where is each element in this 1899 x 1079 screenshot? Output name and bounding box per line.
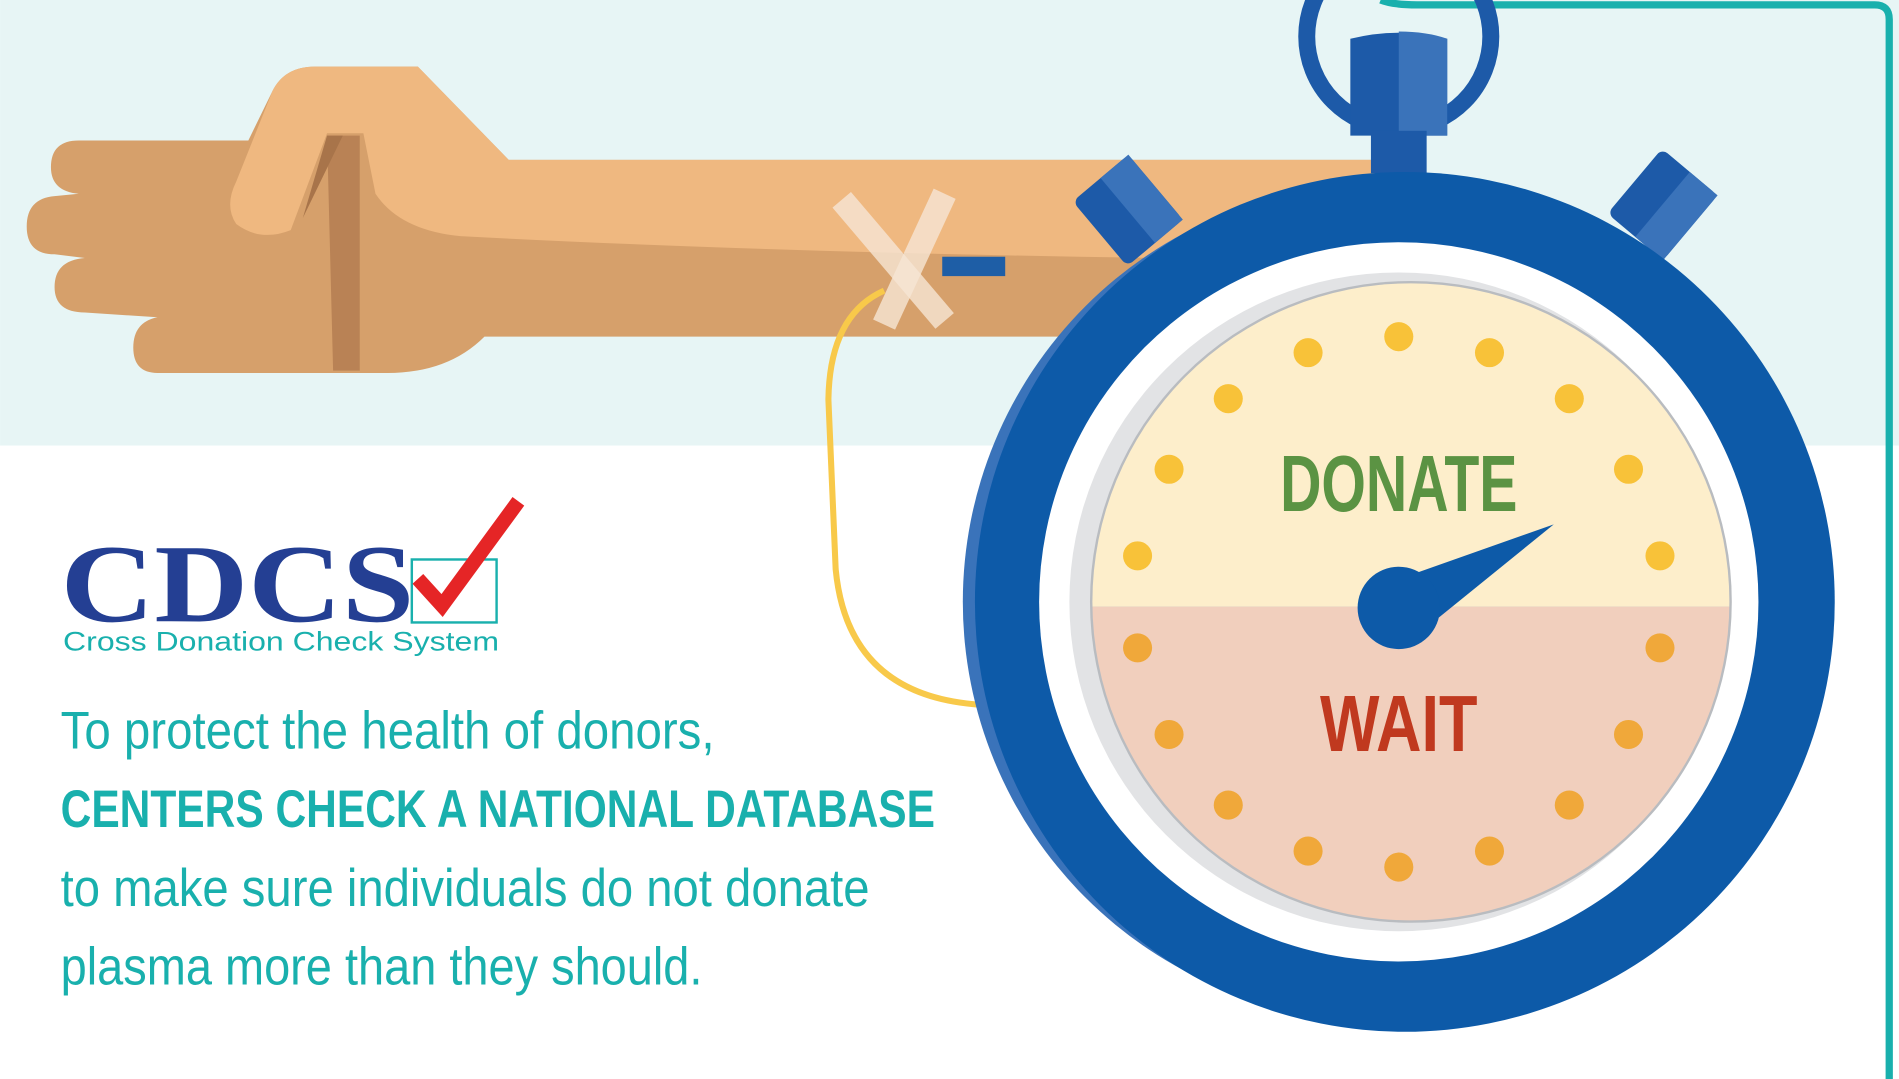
message-line: To protect the health of donors, xyxy=(61,701,715,760)
dial-top-label: DONATE xyxy=(1280,439,1517,528)
message-emphasis: CENTERS CHECK A NATIONAL DATABASE xyxy=(61,780,935,839)
dial-dot xyxy=(1614,455,1643,484)
dial-dot xyxy=(1475,338,1504,367)
dial-dot xyxy=(1475,837,1504,866)
dial-dot xyxy=(1555,384,1584,413)
dial-dot xyxy=(1294,338,1323,367)
dial-bottom-label: WAIT xyxy=(1320,679,1477,768)
message-line: plasma more than they should. xyxy=(61,938,703,997)
dial-dot xyxy=(1155,455,1184,484)
dial-dot xyxy=(1555,791,1584,820)
dial-dot xyxy=(1214,791,1243,820)
dial-dot xyxy=(1123,541,1152,570)
dial-dot xyxy=(1294,837,1323,866)
dial-dot xyxy=(1123,633,1152,662)
page: {"logo": {"mark": "CDCS", "tagline": "Cr… xyxy=(0,0,1899,1079)
dial-dot xyxy=(1645,633,1674,662)
dial-dot xyxy=(1384,322,1413,351)
infographic: DONATE WAIT CDCS Cross Donation Check Sy… xyxy=(0,0,1899,1079)
message-line: to make sure individuals do not donate xyxy=(61,859,870,918)
dial-dot xyxy=(1645,541,1674,570)
logo-tagline: Cross Donation Check System xyxy=(63,626,499,656)
dial-dot xyxy=(1214,384,1243,413)
dial-dot xyxy=(1155,720,1184,749)
dial-dot xyxy=(1614,720,1643,749)
dial-dot xyxy=(1384,853,1413,882)
